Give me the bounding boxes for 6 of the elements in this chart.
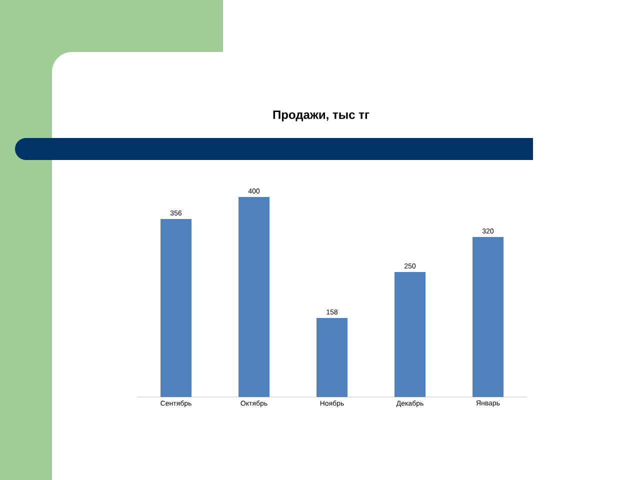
bar: [316, 318, 348, 397]
bar: [160, 219, 192, 397]
bar: [238, 196, 270, 397]
bar: [472, 236, 504, 397]
chart-title: Продажи, тыс тг: [273, 110, 370, 122]
bar: [394, 272, 426, 397]
